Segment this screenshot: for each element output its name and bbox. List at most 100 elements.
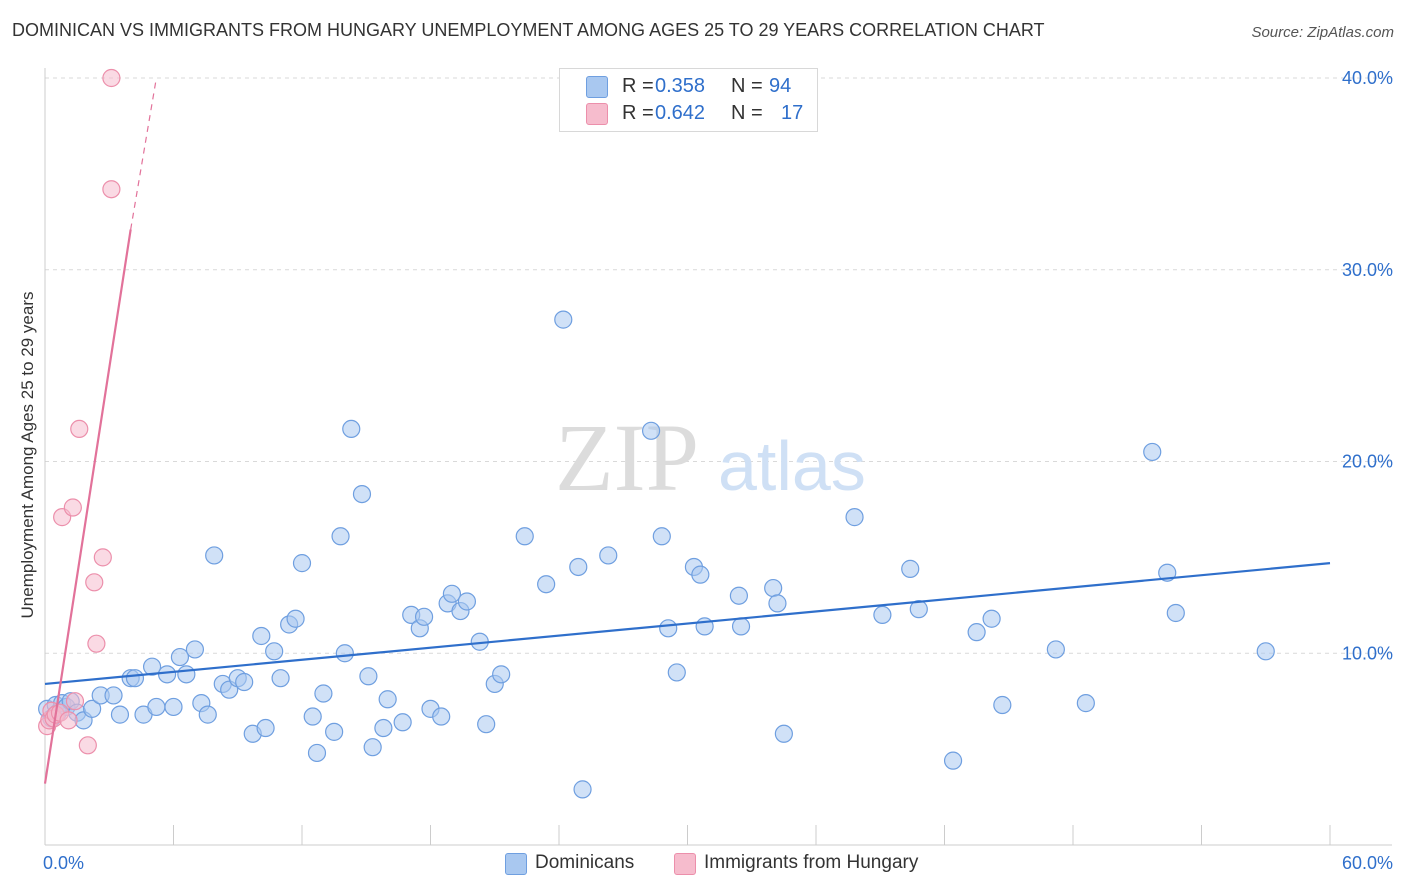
data-point-dominicans — [331, 527, 350, 546]
data-point-hungary — [59, 711, 78, 730]
gridlines — [45, 77, 1392, 654]
data-point-dominicans — [307, 743, 327, 763]
data-point-dominicans — [432, 707, 451, 726]
data-point-dominicans — [142, 657, 162, 676]
data-point-dominicans — [457, 592, 477, 611]
trend-line-dominicans — [44, 562, 1331, 686]
watermark: ZIP atlas — [555, 404, 866, 511]
data-point-dominicans — [641, 421, 661, 440]
legend-r-value: 0.358 — [655, 75, 706, 97]
data-point-dominicans — [729, 586, 749, 605]
stats-legend: R = 0.358 N = 94 R = 0.642 N = 17 — [559, 68, 818, 132]
trend-line-hungary-extension — [130, 77, 157, 230]
data-point-dominicans — [177, 665, 196, 684]
data-point-dominicans — [414, 607, 434, 626]
data-point-dominicans — [83, 699, 102, 718]
data-point-dominicans — [325, 722, 344, 741]
data-point-dominicans — [147, 697, 166, 717]
data-point-dominicans — [185, 640, 205, 659]
data-point-dominicans — [731, 617, 751, 636]
series-hungary-points — [38, 68, 121, 755]
data-point-dominicans — [110, 705, 130, 724]
data-point-dominicans — [393, 713, 412, 732]
data-point-dominicans — [198, 705, 217, 724]
trend-lines — [43, 77, 1331, 784]
data-point-dominicans — [303, 707, 322, 726]
y-tick-label: 40.0% — [1342, 68, 1393, 88]
data-point-hungary — [63, 498, 82, 517]
x-tick-label-min: 0.0% — [43, 853, 84, 873]
trend-line-hungary — [43, 229, 132, 784]
data-point-dominicans — [235, 672, 254, 692]
data-point-dominicans — [1076, 694, 1095, 713]
bottom-legend-label-dominicans: Dominicans — [535, 852, 635, 873]
data-point-dominicans — [1166, 603, 1185, 623]
data-point-dominicans — [256, 718, 275, 738]
data-point-hungary — [87, 634, 106, 653]
data-point-dominicans — [537, 575, 556, 594]
data-point-dominicans — [352, 484, 372, 504]
data-point-dominicans — [873, 605, 892, 625]
data-point-dominicans — [157, 665, 177, 684]
y-tick-label: 30.0% — [1342, 260, 1393, 280]
data-point-hungary — [70, 419, 89, 439]
legend-n-label: N = — [731, 75, 763, 97]
bottom-legend-swatch-dominicans — [505, 853, 527, 875]
data-point-dominicans — [265, 642, 284, 661]
data-point-dominicans — [378, 690, 397, 709]
data-point-dominicans — [569, 557, 588, 577]
data-point-hungary — [65, 692, 85, 711]
watermark-zip: ZIP — [555, 404, 699, 511]
data-point-dominicans — [659, 619, 678, 638]
data-point-dominicans — [314, 684, 333, 703]
data-point-dominicans — [599, 546, 618, 565]
data-point-dominicans — [967, 623, 986, 642]
data-point-dominicans — [104, 686, 123, 705]
y-tick-label: 20.0% — [1342, 452, 1393, 472]
legend-r-value: 0.642 — [655, 102, 706, 124]
data-point-dominicans — [335, 644, 354, 663]
data-point-hungary — [102, 180, 121, 199]
data-point-dominicans — [691, 565, 710, 584]
data-point-dominicans — [554, 310, 573, 329]
data-point-dominicans — [909, 600, 928, 619]
y-axis-label: Unemployment Among Ages 25 to 29 years — [18, 291, 37, 619]
data-point-dominicans — [252, 626, 271, 646]
data-point-dominicans — [1046, 640, 1065, 659]
data-point-dominicans — [164, 697, 183, 717]
data-point-dominicans — [359, 667, 378, 686]
data-point-dominicans — [477, 715, 496, 734]
data-point-dominicans — [1143, 442, 1162, 462]
data-point-dominicans — [125, 669, 145, 688]
data-point-dominicans — [442, 584, 462, 603]
data-point-dominicans — [943, 751, 963, 770]
chart-title: DOMINICAN VS IMMIGRANTS FROM HUNGARY UNE… — [12, 20, 1045, 40]
data-point-dominicans — [342, 419, 361, 439]
bottom-legend-swatch-hungary — [674, 853, 696, 875]
data-point-hungary — [93, 548, 112, 567]
series-dominicans-points — [38, 310, 1275, 799]
legend-n-value: 94 — [769, 75, 792, 97]
data-point-dominicans — [374, 718, 393, 738]
y-tick-label: 10.0% — [1342, 643, 1393, 663]
tick-labels: 10.0% 20.0% 30.0% 40.0% 0.0% 60.0% — [43, 68, 1393, 873]
data-point-hungary — [78, 736, 97, 755]
data-point-dominicans — [286, 609, 305, 628]
data-point-dominicans — [492, 665, 511, 684]
data-point-dominicans — [667, 663, 686, 682]
legend-r-label: R = — [622, 102, 654, 124]
data-point-dominicans — [768, 594, 787, 613]
legend-swatch-dominicans — [586, 76, 608, 98]
data-point-hungary — [85, 573, 104, 592]
legend-swatch-hungary — [586, 103, 608, 125]
chart-source: Source: ZipAtlas.com — [1251, 24, 1394, 41]
legend-r-label: R = — [622, 75, 654, 97]
data-point-dominicans — [982, 609, 1001, 628]
data-point-dominicans — [170, 647, 190, 667]
legend-n-value: 17 — [781, 102, 804, 124]
data-point-dominicans — [205, 546, 224, 565]
axes — [44, 68, 1392, 846]
data-point-dominicans — [363, 738, 382, 757]
data-point-dominicans — [515, 527, 534, 546]
